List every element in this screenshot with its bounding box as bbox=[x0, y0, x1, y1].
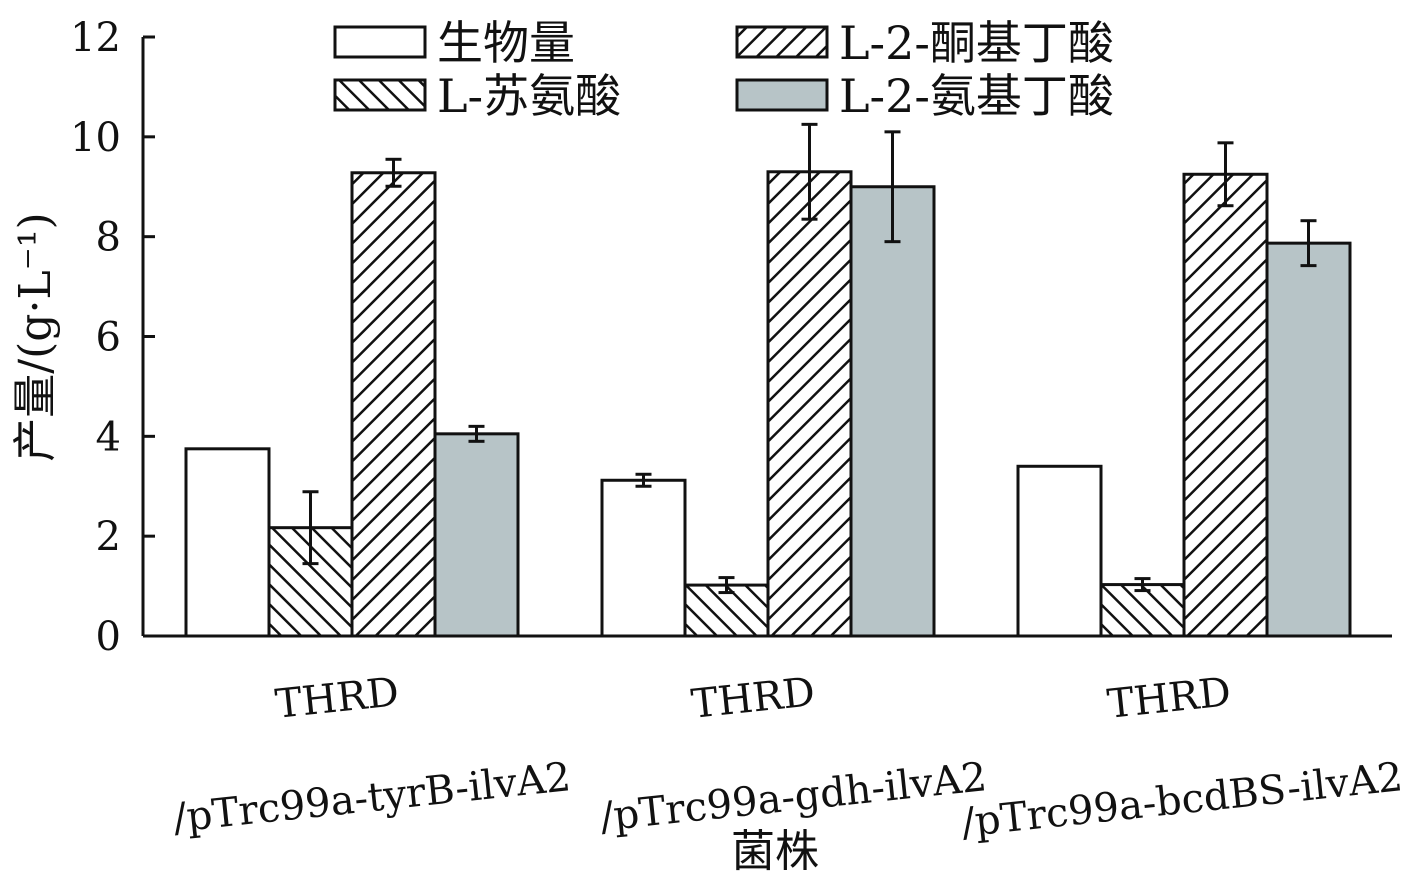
y-tick-label: 6 bbox=[96, 315, 121, 361]
x-tick-label: THRD bbox=[1105, 669, 1233, 728]
x-axis: THRD/pTrc99a-tyrB-ilvA2THRD/pTrc99a-gdh-… bbox=[143, 624, 1405, 846]
bar bbox=[1099, 583, 1186, 638]
bar bbox=[1016, 464, 1103, 638]
y-axis: 0 2 4 6 8 10 12 bbox=[70, 15, 155, 660]
y-tick-label: 0 bbox=[96, 614, 121, 660]
legend-swatch bbox=[333, 78, 427, 112]
x-tick-label: THRD bbox=[273, 669, 401, 728]
bar bbox=[433, 432, 520, 638]
legend-swatch bbox=[735, 25, 829, 59]
x-axis-title: 菌株 bbox=[731, 826, 819, 877]
legend-label: L-苏氨酸 bbox=[437, 69, 621, 123]
bar bbox=[1182, 172, 1269, 638]
x-tick-label: THRD bbox=[689, 669, 817, 728]
bar bbox=[184, 447, 271, 638]
bars-group bbox=[184, 122, 1352, 638]
x-tick-label: /pTrc99a-bcdBS-ilvA2 bbox=[959, 754, 1405, 846]
bar bbox=[600, 478, 687, 638]
y-tick-label: 4 bbox=[96, 414, 121, 460]
y-tick-label: 2 bbox=[96, 514, 121, 560]
legend-label: 生物量 bbox=[437, 16, 575, 70]
y-axis-title: 产量/(g·L⁻¹) bbox=[10, 212, 61, 461]
legend-label: L-2-酮基丁酸 bbox=[839, 16, 1114, 70]
legend-label: L-2-氨基丁酸 bbox=[839, 69, 1114, 123]
y-tick-label: 8 bbox=[96, 215, 121, 261]
legend-swatch bbox=[333, 25, 427, 59]
bar bbox=[350, 171, 437, 638]
bar bbox=[849, 185, 936, 638]
x-tick-label: /pTrc99a-tyrB-ilvA2 bbox=[171, 754, 573, 842]
y-tick-label: 12 bbox=[70, 15, 121, 61]
bar bbox=[766, 170, 853, 638]
legend-swatch bbox=[735, 78, 829, 112]
bar bbox=[1265, 241, 1352, 638]
y-tick-label: 10 bbox=[70, 115, 121, 161]
